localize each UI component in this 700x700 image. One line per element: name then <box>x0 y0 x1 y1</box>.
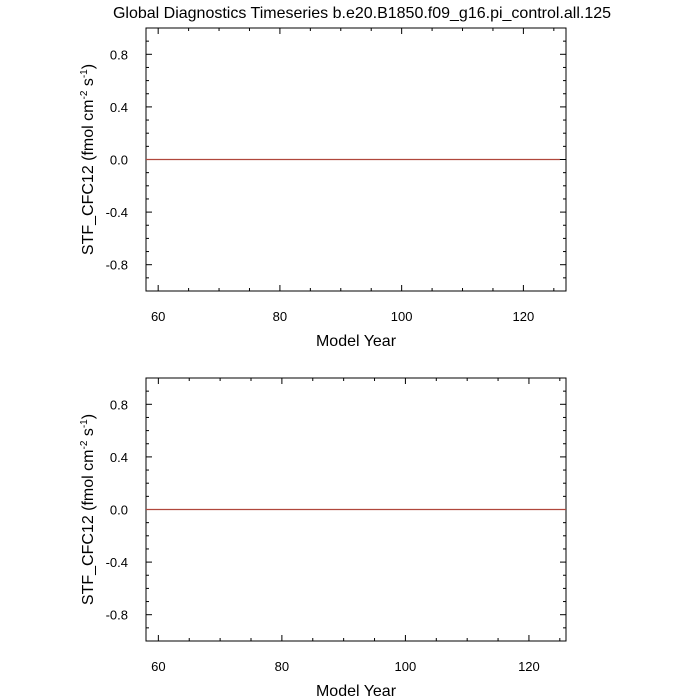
y-axis-label-part: ) <box>80 414 97 419</box>
plot-panel-2: 60 80 100 120 -0.8 -0.4 0.0 0.4 0.8 Model Year STF… <box>79 377 567 700</box>
y-axis-label-exponent: -1 <box>79 419 90 428</box>
x-tick-label: 100 <box>395 659 417 674</box>
y-tick-label: -0.4 <box>106 205 128 220</box>
x-tick-label: 80 <box>273 309 287 324</box>
y-tick-label: -0.8 <box>106 608 128 623</box>
y-tick-label: 0.8 <box>110 397 128 412</box>
y-axis-label-part: ) <box>80 64 97 69</box>
y-axis-label-part: s <box>80 428 97 440</box>
y-axis-label: STF_CFC12 (fmol cm-2 s-1) <box>79 414 97 605</box>
plots-container: 60 80 100 120 -0.8 -0.4 0.0 0.4 0.8 Model Year STF… <box>79 27 567 700</box>
tick-marks <box>146 378 566 641</box>
y-axis-label: STF_CFC12 (fmol cm-2 s-1) <box>79 64 97 255</box>
x-tick-label: 120 <box>518 659 540 674</box>
y-axis-label-exponent: -2 <box>79 90 90 99</box>
y-tick-label: -0.4 <box>106 555 128 570</box>
y-axis-label-exponent: -1 <box>79 69 90 78</box>
x-tick-label: 60 <box>151 309 165 324</box>
x-axis-label: Model Year <box>316 333 397 350</box>
y-tick-label: 0.4 <box>110 450 128 465</box>
y-tick-label: -0.8 <box>106 258 128 273</box>
x-tick-label: 60 <box>151 659 165 674</box>
y-tick-label: 0.0 <box>110 503 128 518</box>
x-tick-label: 120 <box>513 309 535 324</box>
chart-title: Global Diagnostics Timeseries b.e20.B185… <box>113 5 611 22</box>
x-axis-label: Model Year <box>316 683 397 700</box>
x-tick-label: 80 <box>275 659 289 674</box>
y-axis-label-part: s <box>80 78 97 90</box>
plot-panel-1: 60 80 100 120 -0.8 -0.4 0.0 0.4 0.8 Model Year STF… <box>79 27 567 350</box>
y-axis-label-part: STF_CFC12 (fmol cm <box>80 100 97 256</box>
x-tick-label: 100 <box>391 309 413 324</box>
y-tick-label: 0.8 <box>110 47 128 62</box>
y-axis-label-part: STF_CFC12 (fmol cm <box>80 450 97 606</box>
y-axis-label-exponent: -2 <box>79 440 90 449</box>
y-tick-label: 0.0 <box>110 153 128 168</box>
y-tick-label: 0.4 <box>110 100 128 115</box>
tick-marks <box>146 28 566 291</box>
